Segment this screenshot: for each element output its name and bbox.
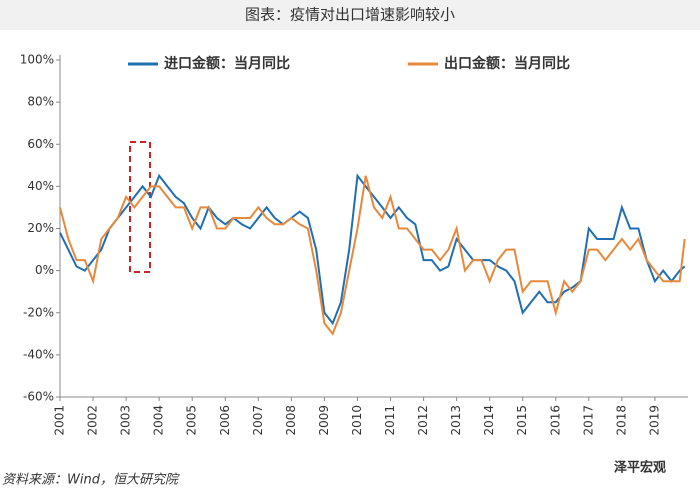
y-tick-label: 100% — [20, 53, 54, 67]
title-bar — [0, 0, 700, 30]
x-tick-label: 2012 — [416, 405, 430, 436]
y-tick-label: -40% — [23, 347, 54, 361]
y-tick-label: -20% — [23, 305, 54, 319]
x-tick-label: 2018 — [614, 405, 628, 436]
x-tick-label: 2013 — [449, 405, 463, 436]
x-tick-label: 2017 — [581, 405, 595, 436]
x-tick-label: 2006 — [218, 405, 232, 436]
chart-title: 图表：疫情对出口增速影响较小 — [245, 6, 455, 24]
y-tick-label: 0% — [35, 263, 54, 277]
y-tick-label: 40% — [27, 179, 54, 193]
x-tick-label: 2004 — [152, 405, 166, 436]
source: 资料来源：Wind，恒大研究院 — [2, 472, 180, 488]
series-line — [59, 175, 686, 336]
x-tick-label: 2001 — [53, 405, 67, 436]
x-tick-label: 2003 — [119, 405, 133, 436]
highlight-box — [129, 141, 151, 273]
x-tick-label: 2008 — [284, 405, 298, 436]
x-tick-label: 2010 — [350, 405, 364, 436]
x-tick-label: 2009 — [317, 405, 331, 436]
watermark: 泽平宏观 — [614, 460, 666, 476]
series-line — [59, 173, 686, 326]
x-tick-label: 2016 — [548, 405, 562, 436]
y-tick-label: 60% — [27, 137, 54, 151]
x-tick-label: 2007 — [251, 405, 265, 436]
x-tick-label: 2002 — [86, 405, 100, 436]
y-tick-label: 80% — [27, 95, 54, 109]
x-tick-label: 2019 — [647, 405, 661, 436]
x-tick-label: 2011 — [383, 405, 397, 436]
y-tick-label: 20% — [27, 221, 54, 235]
legend-label: 出口金额：当月同比 — [444, 55, 570, 72]
legend-label: 进口金额：当月同比 — [164, 55, 290, 72]
x-tick-label: 2014 — [482, 405, 496, 436]
x-tick-label: 2015 — [515, 405, 529, 436]
y-tick-label: -60% — [23, 390, 54, 404]
x-tick-label: 2005 — [185, 405, 199, 436]
